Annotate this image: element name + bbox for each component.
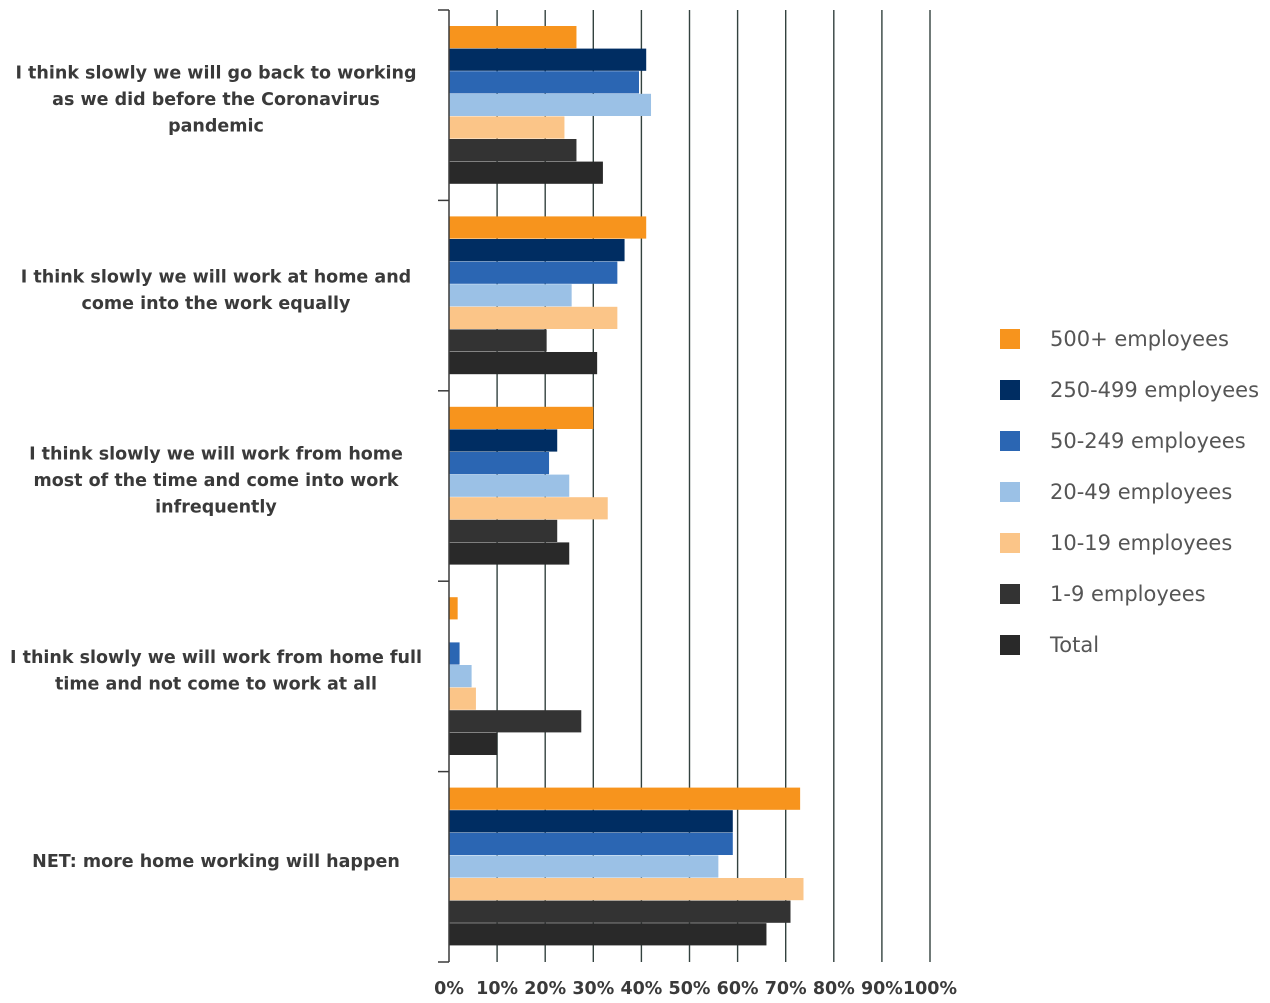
x-tick-label: 10% — [476, 979, 518, 999]
legend-label: 250-499 employees — [1050, 378, 1259, 402]
legend-swatch — [1000, 584, 1020, 604]
x-tick-label: 60% — [717, 979, 759, 999]
bar — [449, 597, 458, 620]
bar — [449, 710, 582, 733]
bar — [449, 239, 625, 262]
bar — [449, 474, 570, 497]
bar — [449, 832, 733, 855]
legend-label: 500+ employees — [1050, 327, 1229, 351]
legend: 500+ employees 250-499 employees 50-249 em… — [1000, 327, 1259, 657]
bar — [449, 429, 558, 452]
category-label: I think slowly we will work at home and c… — [21, 267, 411, 314]
bar — [449, 284, 572, 307]
bar — [449, 810, 733, 833]
bar — [449, 665, 472, 688]
bar — [449, 161, 603, 184]
x-tick-label: 0% — [434, 979, 464, 999]
bar — [449, 139, 577, 162]
x-tick-label: 30% — [572, 979, 614, 999]
bar — [449, 352, 598, 375]
legend-swatch — [1000, 635, 1020, 655]
category-axis — [438, 9, 450, 963]
bar — [449, 497, 608, 520]
bar — [449, 732, 498, 755]
bar — [449, 642, 460, 665]
x-tick-label: 20% — [524, 979, 566, 999]
legend-swatch — [1000, 329, 1020, 349]
legend-swatch — [1000, 533, 1020, 553]
x-tick-label: 40% — [620, 979, 662, 999]
bar — [449, 306, 618, 329]
bar — [449, 519, 558, 542]
bar — [449, 216, 647, 239]
legend-swatch — [1000, 482, 1020, 502]
category-labels: I think slowly we will go back to workin… — [10, 64, 422, 872]
bar — [449, 687, 476, 710]
bar — [449, 261, 618, 284]
bars — [449, 26, 804, 946]
x-tick-label: 80% — [813, 979, 855, 999]
bar — [449, 787, 801, 810]
category-label: I think slowly we will go back to workin… — [15, 64, 416, 137]
bar — [449, 406, 594, 429]
bar — [449, 542, 570, 565]
bar — [449, 878, 804, 901]
legend-label: 20-49 employees — [1050, 480, 1232, 504]
x-tick-label: 90% — [861, 979, 903, 999]
category-label: I think slowly we will work from home mos… — [29, 445, 403, 518]
x-tick-labels: 0% 10% 20% 30% 40% 50% 60% 70% 80% 90% 100% — [434, 979, 957, 999]
legend-swatch — [1000, 431, 1020, 451]
bar — [449, 93, 652, 116]
category-label: NET: more home working will happen — [32, 852, 400, 872]
legend-label: 50-249 employees — [1050, 429, 1246, 453]
bar — [449, 329, 547, 352]
x-tick-label: 70% — [765, 979, 807, 999]
category-label: I think slowly we will work from home fu… — [10, 648, 422, 695]
legend-label: 10-19 employees — [1050, 531, 1232, 555]
x-tick-label: 100% — [903, 979, 957, 999]
bar — [449, 116, 565, 139]
bar — [449, 900, 791, 923]
bar — [449, 452, 550, 475]
bar — [449, 26, 577, 49]
legend-swatch — [1000, 380, 1020, 400]
bar — [449, 71, 639, 94]
bar — [449, 48, 647, 71]
legend-label: 1-9 employees — [1050, 582, 1206, 606]
x-tick-label: 50% — [669, 979, 711, 999]
bar — [449, 855, 719, 878]
bar — [449, 923, 767, 946]
legend-label: Total — [1049, 633, 1099, 657]
